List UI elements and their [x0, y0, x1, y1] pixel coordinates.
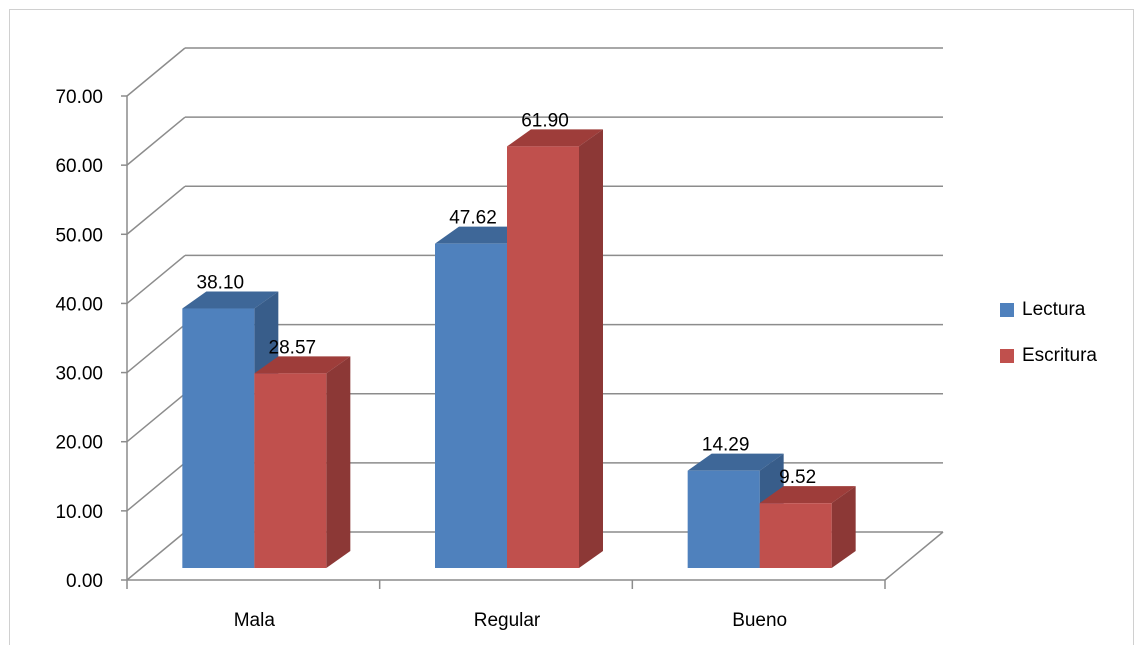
gridline-side — [126, 531, 186, 581]
y-tick-label: 30.00 — [55, 364, 103, 385]
y-tick-label: 40.00 — [55, 294, 103, 315]
bar-side-escritura — [579, 129, 603, 568]
bar-side-escritura — [326, 356, 351, 568]
gridline-side — [126, 323, 186, 374]
bar-lectura — [687, 470, 760, 568]
data-label-lectura: 14.29 — [702, 435, 750, 456]
bar-escritura — [254, 373, 327, 568]
y-tick-label: 20.00 — [55, 433, 103, 454]
bar-top-lectura — [687, 453, 784, 471]
y-tick-label: 60.00 — [55, 156, 103, 177]
legend-label-escritura: Escritura — [1022, 345, 1097, 366]
bar-top-lectura — [182, 291, 279, 309]
gridline-side — [126, 185, 186, 235]
legend-swatch-lectura — [1000, 303, 1014, 317]
y-tick-label: 10.00 — [55, 502, 103, 523]
bar-escritura — [759, 503, 832, 568]
gridline-side — [126, 47, 186, 97]
bar-side-escritura — [831, 486, 856, 568]
gridline-side — [126, 393, 186, 443]
legend-item-escritura: Escritura — [1000, 342, 1097, 370]
gridline-side — [126, 116, 186, 166]
x-tick-label: Regular — [474, 610, 541, 631]
y-tick-label: 50.00 — [55, 225, 103, 246]
x-tick-label: Mala — [234, 610, 276, 631]
data-label-escritura: 28.57 — [269, 337, 317, 358]
floor-right-edge — [884, 531, 944, 581]
bar-lectura — [182, 308, 255, 568]
gridline-side — [126, 254, 186, 305]
x-tick-label: Bueno — [732, 610, 787, 631]
bar-escritura — [507, 146, 579, 568]
y-tick-label: 0.00 — [66, 571, 103, 592]
data-label-escritura: 9.52 — [779, 467, 816, 488]
data-label-lectura: 38.10 — [197, 273, 245, 294]
y-tick-label: 70.00 — [55, 87, 103, 108]
bar-top-escritura — [507, 129, 603, 147]
bar-top-escritura — [759, 486, 856, 504]
legend-label-lectura: Lectura — [1022, 299, 1086, 320]
chart-legend: Lectura Escritura — [1000, 296, 1097, 388]
bar-lectura — [435, 243, 507, 568]
data-label-lectura: 47.62 — [449, 208, 497, 229]
gridline-side — [126, 462, 186, 512]
legend-item-lectura: Lectura — [1000, 296, 1097, 324]
bar-top-escritura — [254, 356, 351, 374]
data-label-escritura: 61.90 — [521, 110, 569, 131]
legend-swatch-escritura — [1000, 349, 1014, 363]
